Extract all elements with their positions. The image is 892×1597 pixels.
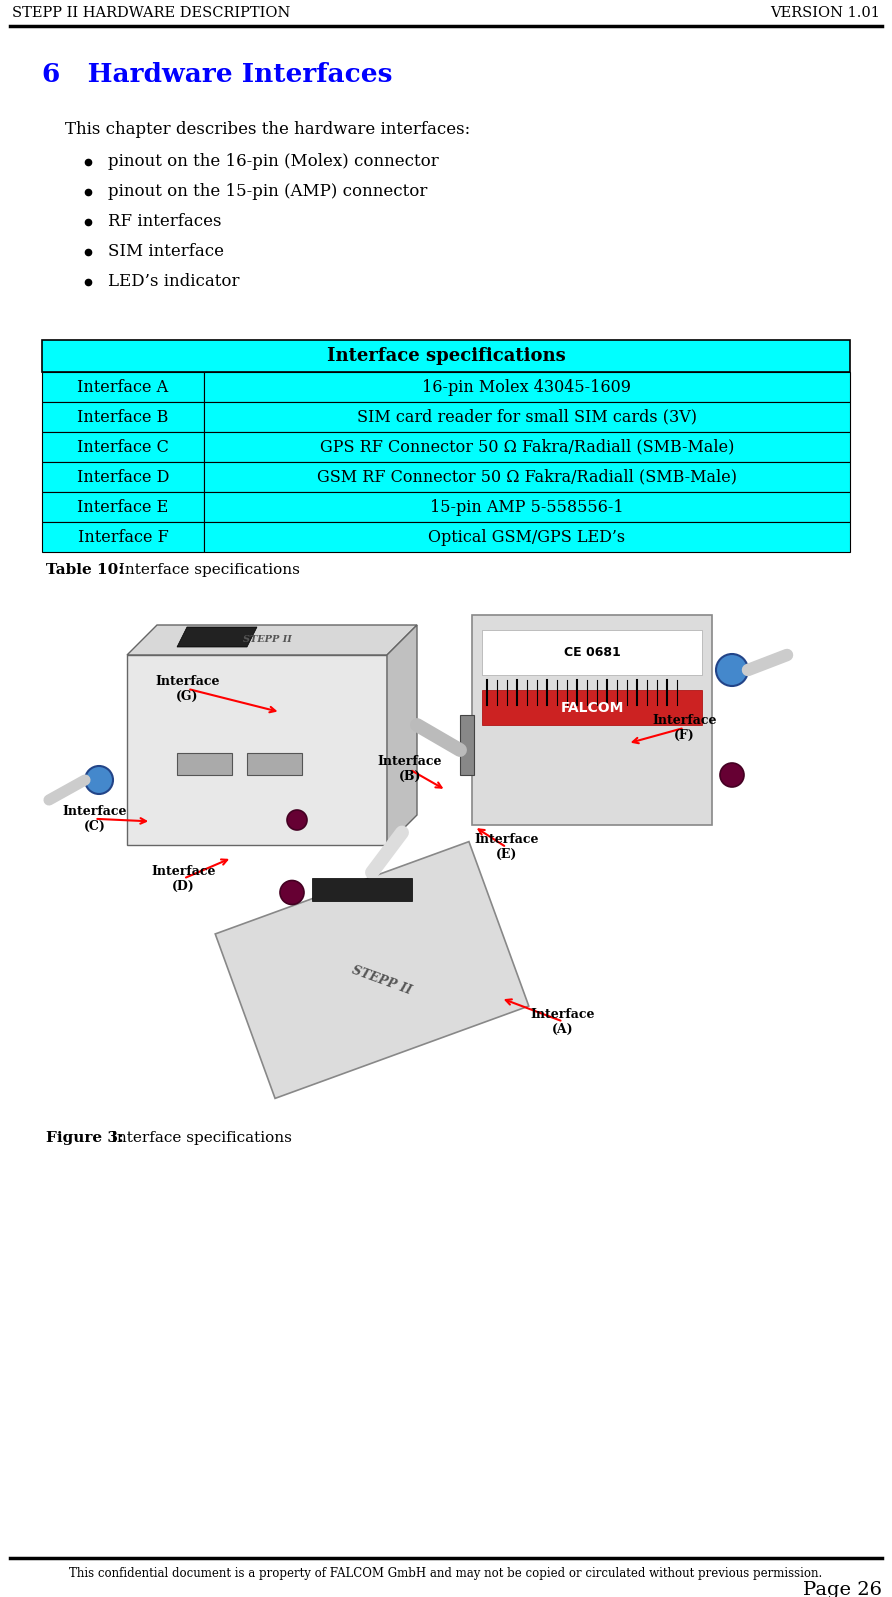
Text: Interface
(E): Interface (E) [475, 834, 539, 861]
Circle shape [85, 767, 113, 794]
Polygon shape [177, 628, 257, 647]
Polygon shape [215, 842, 529, 1099]
FancyBboxPatch shape [204, 402, 850, 433]
Text: Interface specifications: Interface specifications [114, 564, 300, 577]
Text: Interface
(F): Interface (F) [652, 714, 716, 741]
Text: FALCOM: FALCOM [560, 701, 624, 715]
Text: Table 10:: Table 10: [46, 564, 124, 577]
FancyBboxPatch shape [42, 492, 204, 522]
Text: Interface E: Interface E [78, 498, 169, 516]
Circle shape [720, 763, 744, 787]
Text: STEPP II: STEPP II [351, 963, 414, 997]
FancyBboxPatch shape [204, 433, 850, 462]
Polygon shape [387, 624, 417, 845]
Text: RF interfaces: RF interfaces [108, 214, 221, 230]
Text: SIM card reader for small SIM cards (3V): SIM card reader for small SIM cards (3V) [357, 409, 697, 425]
Text: Figure 3:: Figure 3: [46, 1131, 124, 1145]
Text: Interface C: Interface C [77, 439, 169, 455]
FancyBboxPatch shape [204, 372, 850, 402]
Text: Interface
(G): Interface (G) [155, 676, 219, 703]
Text: Interface specifications: Interface specifications [326, 347, 566, 366]
Text: pinout on the 16-pin (Molex) connector: pinout on the 16-pin (Molex) connector [108, 153, 439, 171]
Text: 6   Hardware Interfaces: 6 Hardware Interfaces [42, 62, 392, 88]
Text: Optical GSM/GPS LED’s: Optical GSM/GPS LED’s [428, 529, 625, 546]
Text: This chapter describes the hardware interfaces:: This chapter describes the hardware inte… [65, 121, 470, 139]
Text: Interface F: Interface F [78, 529, 169, 546]
Text: Interface A: Interface A [78, 378, 169, 396]
Text: GPS RF Connector 50 Ω Fakra/Radiall (SMB-Male): GPS RF Connector 50 Ω Fakra/Radiall (SMB… [320, 439, 734, 455]
FancyBboxPatch shape [204, 522, 850, 553]
Text: pinout on the 15-pin (AMP) connector: pinout on the 15-pin (AMP) connector [108, 184, 427, 201]
Circle shape [716, 655, 748, 687]
FancyBboxPatch shape [204, 462, 850, 492]
FancyBboxPatch shape [482, 629, 702, 676]
Text: LED’s indicator: LED’s indicator [108, 273, 239, 291]
Text: This confidential document is a property of FALCOM GmbH and may not be copied or: This confidential document is a property… [70, 1568, 822, 1581]
Text: Interface
(C): Interface (C) [62, 805, 127, 832]
Text: SIM interface: SIM interface [108, 243, 224, 260]
Text: Page 26: Page 26 [803, 1581, 882, 1597]
Polygon shape [312, 877, 412, 901]
FancyBboxPatch shape [42, 372, 204, 402]
Text: Interface B: Interface B [78, 409, 169, 425]
FancyBboxPatch shape [204, 492, 850, 522]
Text: CE 0681: CE 0681 [564, 647, 620, 660]
FancyBboxPatch shape [247, 754, 302, 775]
Text: STEPP II HARDWARE DESCRIPTION: STEPP II HARDWARE DESCRIPTION [12, 6, 291, 21]
Polygon shape [127, 655, 387, 845]
Text: Interface
(A): Interface (A) [531, 1008, 596, 1035]
FancyBboxPatch shape [42, 462, 204, 492]
Circle shape [287, 810, 307, 830]
Text: GSM RF Connector 50 Ω Fakra/Radiall (SMB-Male): GSM RF Connector 50 Ω Fakra/Radiall (SMB… [317, 468, 737, 485]
FancyBboxPatch shape [42, 402, 204, 433]
Text: Interface specifications: Interface specifications [106, 1131, 292, 1145]
Text: Interface D: Interface D [77, 468, 169, 485]
Text: Interface
(B): Interface (B) [377, 755, 442, 784]
Text: STEPP II: STEPP II [243, 636, 292, 645]
Text: 15-pin AMP 5-558556-1: 15-pin AMP 5-558556-1 [430, 498, 624, 516]
Text: 16-pin Molex 43045-1609: 16-pin Molex 43045-1609 [423, 378, 632, 396]
FancyBboxPatch shape [460, 715, 474, 775]
FancyBboxPatch shape [177, 754, 232, 775]
Circle shape [280, 880, 304, 904]
Text: VERSION 1.01: VERSION 1.01 [770, 6, 880, 21]
FancyBboxPatch shape [482, 690, 702, 725]
Text: Interface
(D): Interface (D) [151, 864, 216, 893]
FancyBboxPatch shape [42, 522, 204, 553]
FancyBboxPatch shape [472, 615, 712, 826]
FancyBboxPatch shape [42, 340, 850, 372]
Polygon shape [127, 624, 417, 655]
FancyBboxPatch shape [42, 433, 204, 462]
